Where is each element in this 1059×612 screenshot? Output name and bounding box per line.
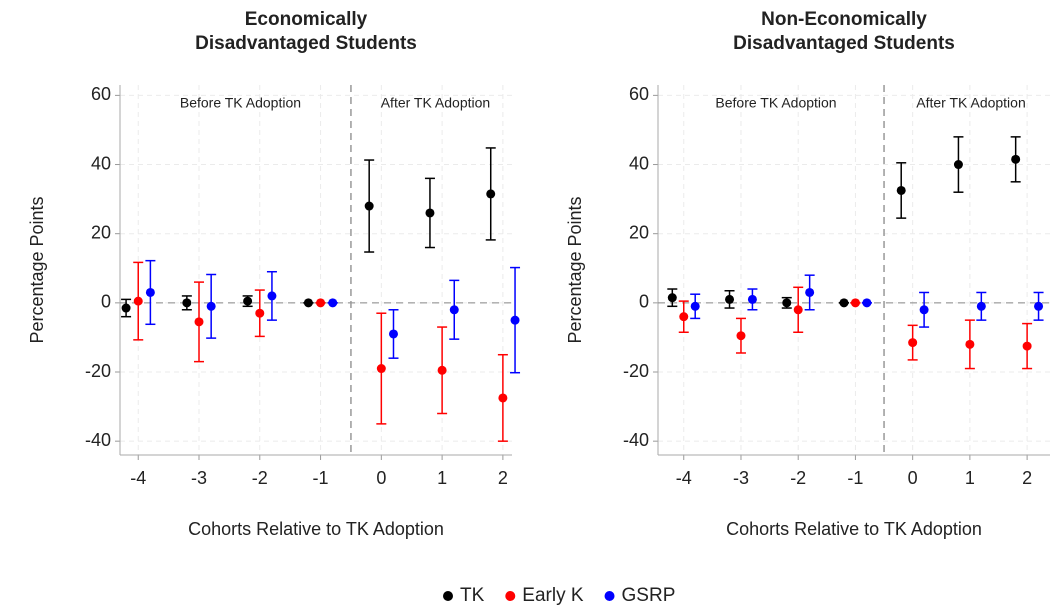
legend-label: GSRP: [622, 585, 676, 606]
point: [1034, 301, 1044, 311]
point: [919, 305, 929, 315]
point: [121, 303, 131, 313]
y-tick-label: 20: [629, 222, 649, 242]
point: [782, 298, 792, 308]
legend-marker: [443, 591, 453, 601]
legend-label: Early K: [522, 585, 584, 606]
x-tick-label: 0: [908, 468, 918, 488]
point: [908, 338, 918, 348]
x-tick-label: 1: [437, 468, 447, 488]
y-tick-label: 40: [629, 153, 649, 173]
x-tick-label: 2: [1022, 468, 1032, 488]
y-tick-label: 40: [91, 153, 111, 173]
point: [303, 298, 313, 308]
chart-title: Economically: [245, 9, 368, 30]
point: [437, 365, 447, 375]
y-tick-label: -40: [623, 430, 649, 450]
point: [736, 331, 746, 341]
y-axis-title: Percentage Points: [565, 196, 585, 343]
point: [376, 364, 386, 374]
x-tick-label: -1: [313, 468, 329, 488]
legend-marker: [604, 591, 615, 601]
point: [486, 189, 496, 199]
point: [449, 305, 459, 315]
point: [194, 317, 204, 327]
x-tick-label: -3: [191, 468, 207, 488]
y-tick-label: -40: [85, 430, 111, 450]
point: [667, 293, 677, 303]
x-axis-title: Cohorts Relative to TK Adoption: [188, 519, 444, 539]
point: [690, 301, 700, 311]
y-tick-label: -20: [623, 361, 649, 381]
point: [965, 339, 975, 349]
point: [267, 291, 277, 301]
point: [976, 301, 986, 311]
point: [953, 160, 963, 170]
y-tick-label: -20: [85, 361, 111, 381]
annotation: After TK Adoption: [381, 95, 490, 111]
x-tick-label: -4: [130, 468, 146, 488]
point: [862, 298, 872, 308]
x-tick-label: 1: [965, 468, 975, 488]
point: [839, 298, 849, 308]
annotation: Before TK Adoption: [715, 95, 836, 111]
y-tick-label: 20: [91, 222, 111, 242]
point: [793, 305, 803, 315]
point: [725, 294, 735, 304]
x-tick-label: -3: [733, 468, 749, 488]
x-tick-label: 2: [498, 468, 508, 488]
chart-title: Non-Economically: [761, 9, 927, 30]
annotation: After TK Adoption: [916, 95, 1025, 111]
point: [145, 287, 155, 297]
point: [850, 298, 860, 308]
point: [1011, 154, 1021, 164]
x-axis-title: Cohorts Relative to TK Adoption: [726, 519, 982, 539]
chart-title: Disadvantaged Students: [733, 33, 955, 54]
point: [747, 294, 757, 304]
point: [510, 315, 520, 325]
point: [1022, 341, 1032, 351]
point: [364, 201, 374, 211]
point: [243, 296, 253, 306]
point: [182, 298, 192, 308]
point: [679, 312, 689, 322]
point: [498, 393, 508, 403]
x-tick-label: -4: [676, 468, 692, 488]
point: [206, 301, 216, 311]
y-tick-label: 0: [639, 292, 649, 312]
y-tick-label: 60: [629, 84, 649, 104]
point: [896, 185, 906, 195]
point: [328, 298, 338, 308]
y-tick-label: 60: [91, 84, 111, 104]
point: [388, 329, 398, 339]
point: [425, 208, 435, 218]
chart-title: Disadvantaged Students: [195, 33, 417, 54]
x-tick-label: -2: [790, 468, 806, 488]
x-tick-label: -2: [252, 468, 268, 488]
point: [805, 287, 815, 297]
x-tick-label: -1: [847, 468, 863, 488]
legend-label: TK: [460, 585, 485, 606]
x-tick-label: 0: [376, 468, 386, 488]
point: [133, 296, 143, 306]
y-tick-label: 0: [101, 292, 111, 312]
annotation: Before TK Adoption: [180, 95, 301, 111]
y-axis-title: Percentage Points: [27, 196, 47, 343]
point: [316, 298, 326, 308]
legend-marker: [505, 591, 516, 601]
point: [255, 308, 265, 318]
